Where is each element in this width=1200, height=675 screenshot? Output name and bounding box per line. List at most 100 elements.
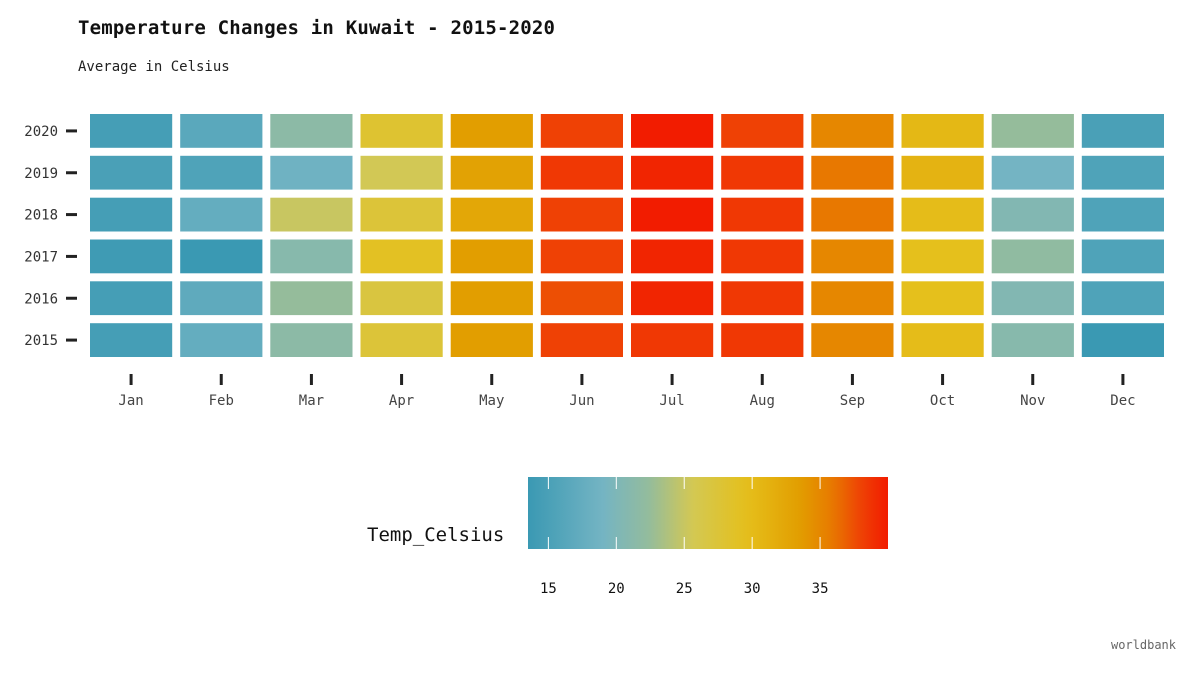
heatmap-cell-2019-may	[450, 155, 533, 190]
x-axis: Jan Feb Mar Apr May Jun Jul Aug Sep Oct Nov Dec	[118, 374, 1136, 409]
heatmap-cell-2020-feb	[180, 114, 263, 148]
heatmap-cell-2019-jun	[540, 155, 623, 190]
heatmap-cell-2017-apr	[360, 239, 443, 274]
heatmap-cell-2015-sep	[811, 323, 894, 357]
heatmap-cell-2018-jan	[90, 197, 173, 232]
heatmap-cell-2016-jun	[540, 281, 623, 316]
heatmap-cell-2019-nov	[991, 155, 1074, 190]
heatmap-cell-2018-oct	[901, 197, 984, 232]
heatmap-cell-2020-oct	[901, 114, 984, 148]
x-tick-label-apr: Apr	[389, 393, 414, 409]
heatmap-cell-2017-jun	[540, 239, 623, 274]
heatmap-cell-2016-mar	[270, 281, 353, 316]
heatmap-cell-2015-dec	[1081, 323, 1164, 357]
heatmap-cell-2020-sep	[811, 114, 894, 148]
y-axis: 2015 2016 2017 2018 2019 2020	[24, 124, 77, 349]
heatmap-cell-2016-jan	[90, 281, 173, 316]
heatmap-cell-2016-apr	[360, 281, 443, 316]
x-tick-label-aug: Aug	[750, 393, 775, 409]
colorbar-gradient	[528, 477, 888, 549]
heatmap-cell-2016-jul	[631, 281, 714, 316]
colorbar-title: Temp_Celsius	[367, 524, 505, 546]
heatmap-cell-2018-jul	[631, 197, 714, 232]
heatmap-cell-2019-oct	[901, 155, 984, 190]
heatmap-cell-2017-dec	[1081, 239, 1164, 274]
heatmap-cell-2018-may	[450, 197, 533, 232]
heatmap-cell-2015-mar	[270, 323, 353, 357]
heatmap-cell-2017-feb	[180, 239, 263, 274]
y-tick-label-2018: 2018	[24, 208, 58, 224]
heatmap-cell-2017-nov	[991, 239, 1074, 274]
x-tick-label-jan: Jan	[118, 393, 143, 409]
heatmap-cell-2018-aug	[721, 197, 804, 232]
heatmap-cell-2017-sep	[811, 239, 894, 274]
chart-title: Temperature Changes in Kuwait - 2015-202…	[78, 17, 556, 39]
y-tick-label-2020: 2020	[24, 124, 58, 140]
colorbar-tick-label: 15	[540, 581, 557, 597]
y-tick-label-2015: 2015	[24, 333, 58, 349]
heatmap-cell-2017-jan	[90, 239, 173, 274]
x-tick-label-may: May	[479, 393, 504, 409]
colorbar-tick-label: 25	[676, 581, 693, 597]
heatmap-cells	[90, 114, 1164, 357]
heatmap-cell-2020-jul	[631, 114, 714, 148]
heatmap-cell-2019-jan	[90, 155, 173, 190]
heatmap-cell-2016-dec	[1081, 281, 1164, 316]
heatmap-cell-2020-mar	[270, 114, 353, 148]
heatmap-cell-2017-aug	[721, 239, 804, 274]
x-tick-label-feb: Feb	[209, 393, 234, 409]
heatmap-cell-2015-apr	[360, 323, 443, 357]
heatmap-cell-2015-aug	[721, 323, 804, 357]
heatmap-cell-2017-jul	[631, 239, 714, 274]
heatmap-cell-2019-apr	[360, 155, 443, 190]
heatmap-cell-2017-mar	[270, 239, 353, 274]
heatmap-cell-2017-oct	[901, 239, 984, 274]
x-tick-label-jul: Jul	[659, 393, 684, 409]
x-tick-label-mar: Mar	[299, 393, 324, 409]
heatmap-cell-2020-jun	[540, 114, 623, 148]
heatmap-cell-2015-oct	[901, 323, 984, 357]
heatmap-cell-2018-dec	[1081, 197, 1164, 232]
y-tick-label-2016: 2016	[24, 291, 58, 307]
colorbar-tick-label: 20	[608, 581, 625, 597]
x-tick-label-jun: Jun	[569, 393, 594, 409]
heatmap-cell-2019-mar	[270, 155, 353, 190]
heatmap-cell-2016-may	[450, 281, 533, 316]
heatmap-cell-2015-nov	[991, 323, 1074, 357]
heatmap-cell-2015-jun	[540, 323, 623, 357]
x-tick-label-oct: Oct	[930, 393, 955, 409]
heatmap-cell-2018-feb	[180, 197, 263, 232]
heatmap-cell-2020-jan	[90, 114, 173, 148]
heatmap-cell-2015-may	[450, 323, 533, 357]
heatmap-cell-2017-may	[450, 239, 533, 274]
heatmap-cell-2018-nov	[991, 197, 1074, 232]
heatmap-cell-2019-jul	[631, 155, 714, 190]
heatmap-cell-2018-sep	[811, 197, 894, 232]
heatmap-cell-2018-mar	[270, 197, 353, 232]
heatmap-cell-2019-sep	[811, 155, 894, 190]
heatmap-cell-2016-feb	[180, 281, 263, 316]
heatmap-cell-2019-dec	[1081, 155, 1164, 190]
x-tick-label-dec: Dec	[1110, 393, 1135, 409]
colorbar-tick-label: 30	[744, 581, 761, 597]
y-tick-label-2017: 2017	[24, 249, 58, 265]
heatmap-cell-2018-apr	[360, 197, 443, 232]
heatmap-cell-2015-jan	[90, 323, 173, 357]
heatmap-cell-2019-aug	[721, 155, 804, 190]
y-tick-label-2019: 2019	[24, 166, 58, 182]
chart-subtitle: Average in Celsius	[78, 59, 230, 75]
heatmap-cell-2016-aug	[721, 281, 804, 316]
heatmap-cell-2020-aug	[721, 114, 804, 148]
colorbar-tick-label: 35	[812, 581, 829, 597]
source-caption: worldbank	[1110, 638, 1176, 652]
heatmap-cell-2016-oct	[901, 281, 984, 316]
heatmap-cell-2015-jul	[631, 323, 714, 357]
heatmap-cell-2018-jun	[540, 197, 623, 232]
heatmap-cell-2020-may	[450, 114, 533, 148]
x-tick-label-nov: Nov	[1020, 393, 1045, 409]
heatmap-cell-2019-feb	[180, 155, 263, 190]
heatmap-cell-2015-feb	[180, 323, 263, 357]
heatmap-cell-2016-nov	[991, 281, 1074, 316]
heatmap-cell-2020-apr	[360, 114, 443, 148]
